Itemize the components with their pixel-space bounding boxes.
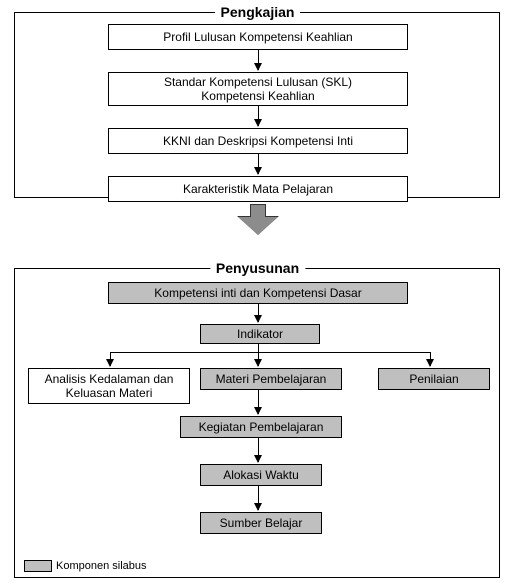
flow-node-n1: Profil Lulusan Kompetensi Keahlian <box>108 24 408 50</box>
arrow-down-3 <box>258 304 259 322</box>
flow-node-n6: Indikator <box>200 324 320 344</box>
arrow-down-6 <box>430 352 431 366</box>
flow-node-n11: Alokasi Waktu <box>200 464 322 486</box>
legend-text: Komponen silabus <box>56 560 147 572</box>
flow-node-n2: Standar Kompetensi Lulusan (SKL)Kompeten… <box>108 72 408 106</box>
vline-0 <box>258 344 259 352</box>
flow-node-n3: KKNI dan Deskripsi Kompetensi Inti <box>108 128 408 154</box>
arrow-down-1 <box>258 106 259 126</box>
legend-swatch <box>24 560 52 572</box>
flow-node-n9: Penilaian <box>378 368 490 390</box>
flow-node-n4: Karakteristik Mata Pelajaran <box>108 176 408 202</box>
arrow-down-7 <box>258 390 259 414</box>
flow-node-n10: Kegiatan Pembelajaran <box>180 416 342 438</box>
arrow-down-5 <box>258 352 259 366</box>
arrow-down-0 <box>258 50 259 70</box>
arrow-down-8 <box>258 438 259 462</box>
big-arrow-icon <box>238 204 278 235</box>
arrow-down-2 <box>258 154 259 174</box>
section-title-top: Pengkajian <box>215 4 301 20</box>
flow-node-n7: Analisis Kedalaman danKeluasan Materi <box>28 368 190 404</box>
flow-node-n12: Sumber Belajar <box>200 512 322 534</box>
section-title-bottom: Penyusunan <box>210 260 305 276</box>
arrow-down-9 <box>258 486 259 510</box>
flow-node-n5: Kompetensi inti dan Kompetensi Dasar <box>108 282 408 304</box>
flow-node-n8: Materi Pembelajaran <box>200 368 342 390</box>
arrow-down-4 <box>110 352 111 366</box>
hline-0 <box>110 352 431 353</box>
flowchart-canvas: Pengkajian Penyusunan Profil Lulusan Kom… <box>0 0 515 583</box>
